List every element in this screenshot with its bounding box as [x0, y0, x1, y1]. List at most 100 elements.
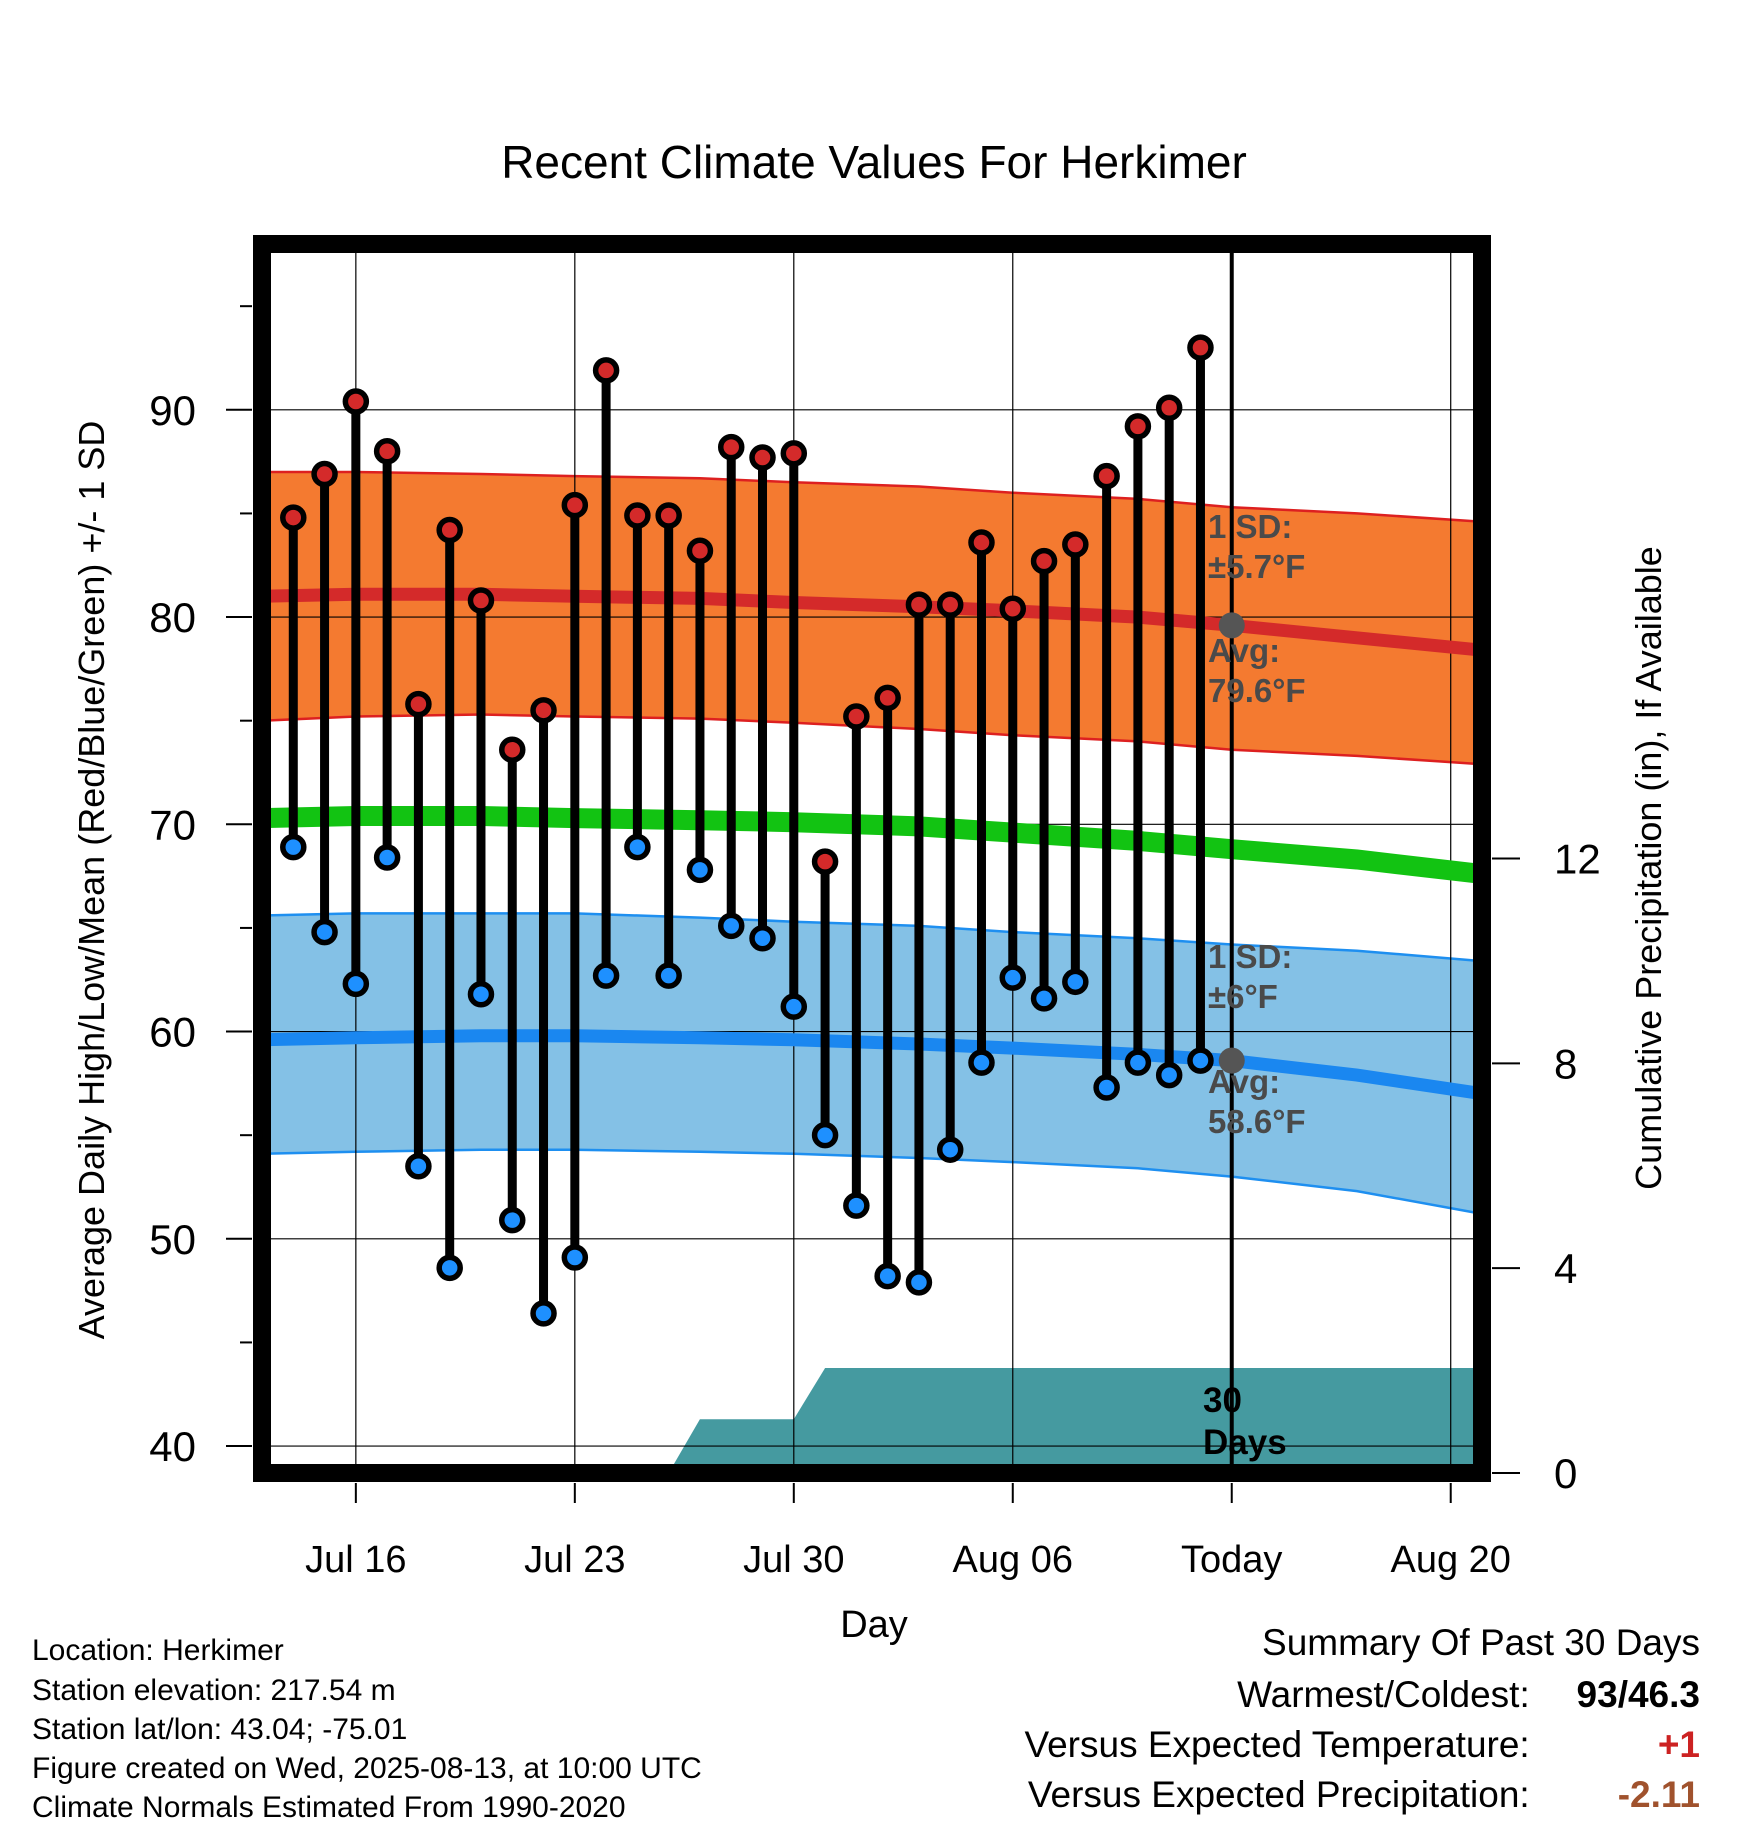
- y-tick-label: 90: [149, 387, 196, 434]
- y-tick-label: 60: [149, 1009, 196, 1056]
- daily-low-point: [1155, 1061, 1183, 1089]
- high-sd-annotation: 1 SD: ±5.7°F: [1208, 508, 1305, 585]
- summary-temp-row: Versus Expected Temperature: +1: [1024, 1724, 1700, 1766]
- summary-warmest-value: 93/46.3: [1576, 1674, 1700, 1715]
- plot-frame: [253, 235, 1491, 1482]
- daily-low-point: [905, 1269, 933, 1296]
- y2-tick-label: 4: [1554, 1245, 1577, 1292]
- daily-high-point: [843, 703, 870, 730]
- daily-low-point: [717, 912, 745, 940]
- summary-temp-value: +1: [1657, 1724, 1700, 1765]
- daily-low-point: [686, 856, 714, 884]
- summary-warmest-row: Warmest/Coldest: 93/46.3: [1237, 1674, 1700, 1716]
- daily-high-point: [749, 444, 776, 471]
- y-tick-label: 70: [149, 801, 196, 848]
- daily-high-point: [655, 502, 682, 529]
- daily-low-point: [592, 962, 620, 989]
- high-sd-band: [262, 472, 1482, 765]
- daily-high-point: [1093, 462, 1120, 490]
- daily-low-point: [655, 962, 682, 989]
- high-avg-annotation: Avg: 79.6°F: [1208, 632, 1306, 709]
- daily-high-point: [280, 504, 307, 531]
- daily-high-point: [717, 433, 745, 461]
- daily-high-point: [1187, 334, 1214, 361]
- daily-high-point: [1062, 531, 1089, 558]
- summary-warmest-label: Warmest/Coldest:: [1237, 1674, 1530, 1715]
- daily-low-point: [342, 970, 370, 998]
- daily-high-point: [780, 440, 808, 467]
- daily-low-point: [405, 1153, 432, 1180]
- low-sd-band: [262, 913, 1482, 1214]
- daily-low-point: [811, 1121, 839, 1149]
- info-location: Location: Herkimer: [32, 1634, 284, 1667]
- x-tick-label: Today: [1181, 1539, 1282, 1581]
- daily-low-point: [1124, 1049, 1152, 1076]
- daily-high-point: [905, 591, 933, 618]
- daily-high-point: [561, 491, 589, 519]
- summary-precip-label: Versus Expected Precipitation:: [1027, 1774, 1530, 1815]
- daily-low-point: [311, 918, 338, 946]
- daily-low-point: [530, 1300, 557, 1327]
- x-tick-label: Jul 23: [524, 1539, 625, 1581]
- daily-low-point: [624, 833, 651, 861]
- daily-high-point: [405, 690, 432, 718]
- daily-low-point: [874, 1262, 901, 1290]
- axes: 40 50 60 70 80 90 0 4 8 12 Jul 16 Jul 23 Jul 30 Aug 0…: [149, 235, 1601, 1581]
- y-tick-label: 50: [149, 1216, 196, 1263]
- daily-low-point: [749, 925, 776, 952]
- daily-high-point: [342, 388, 370, 415]
- summary-title: Summary Of Past 30 Days: [1262, 1622, 1700, 1663]
- daily-low-point: [999, 964, 1027, 991]
- low-avg-annotation: Avg: 58.6°F: [1208, 1063, 1306, 1140]
- y2-tick-label: 12: [1554, 836, 1601, 883]
- daily-high-point: [999, 595, 1027, 623]
- precipitation-label: 30 Days: [1203, 1381, 1287, 1462]
- today-high-avg-marker: [1218, 612, 1245, 639]
- daily-low-point: [936, 1136, 964, 1163]
- high-avg-line: [261, 587, 1483, 657]
- today-low-avg-marker: [1218, 1047, 1245, 1074]
- daily-high-point: [436, 516, 463, 544]
- daily-low-point: [1062, 968, 1089, 996]
- daily-low-point: [968, 1049, 995, 1076]
- daily-low-point: [373, 844, 401, 871]
- info-latlon: Station lat/lon: 43.04; -75.01: [32, 1713, 408, 1746]
- daily-low-point: [499, 1206, 526, 1234]
- daily-high-point: [811, 848, 839, 875]
- y2-axis-label: Cumulative Precipitation (in), If Availa…: [1628, 546, 1669, 1190]
- summary-temp-label: Versus Expected Temperature:: [1024, 1724, 1530, 1765]
- info-created: Figure created on Wed, 2025-08-13, at 10…: [32, 1752, 702, 1785]
- daily-low-point: [1187, 1047, 1214, 1074]
- daily-high-point: [530, 697, 557, 724]
- precipitation-area: [262, 1368, 1482, 1473]
- daily-high-point: [499, 736, 526, 763]
- daily-low-point: [561, 1244, 589, 1271]
- daily-low-point: [1093, 1074, 1120, 1101]
- y2-tick-label: 8: [1554, 1040, 1577, 1087]
- daily-high-point: [1030, 547, 1058, 575]
- daily-high-point: [968, 529, 995, 556]
- daily-high-point: [1124, 413, 1152, 440]
- daily-high-point: [686, 537, 714, 564]
- daily-high-point: [592, 357, 620, 384]
- daily-high-point: [624, 502, 651, 529]
- daily-high-point: [467, 587, 495, 614]
- chart-title: Recent Climate Values For Herkimer: [501, 136, 1247, 188]
- high-sd-band-upper-edge: [262, 470, 1483, 523]
- plot-area: 1 SD: ±5.7°F Avg: 79.6°F 1 SD: ±6°F Avg: 58.6°F…: [261, 244, 1484, 1473]
- info-normals: Climate Normals Estimated From 1990-2020: [32, 1791, 626, 1824]
- daily-low-point: [467, 980, 495, 1008]
- low-sd-annotation: 1 SD: ±6°F: [1208, 938, 1292, 1015]
- x-tick-label: Jul 30: [743, 1539, 844, 1581]
- daily-high-point: [874, 684, 901, 712]
- daily-low-point: [280, 833, 307, 861]
- x-tick-label: Aug 20: [1390, 1539, 1510, 1581]
- x-tick-label: Aug 06: [953, 1539, 1073, 1581]
- summary-precip-value: -2.11: [1617, 1774, 1700, 1815]
- info-elevation: Station elevation: 217.54 m: [32, 1674, 396, 1707]
- daily-high-point: [373, 438, 401, 465]
- y-tick-label: 40: [149, 1423, 196, 1470]
- daily-high-point: [1155, 394, 1183, 421]
- y2-tick-label: 0: [1554, 1450, 1577, 1497]
- y-tick-label: 80: [149, 594, 196, 641]
